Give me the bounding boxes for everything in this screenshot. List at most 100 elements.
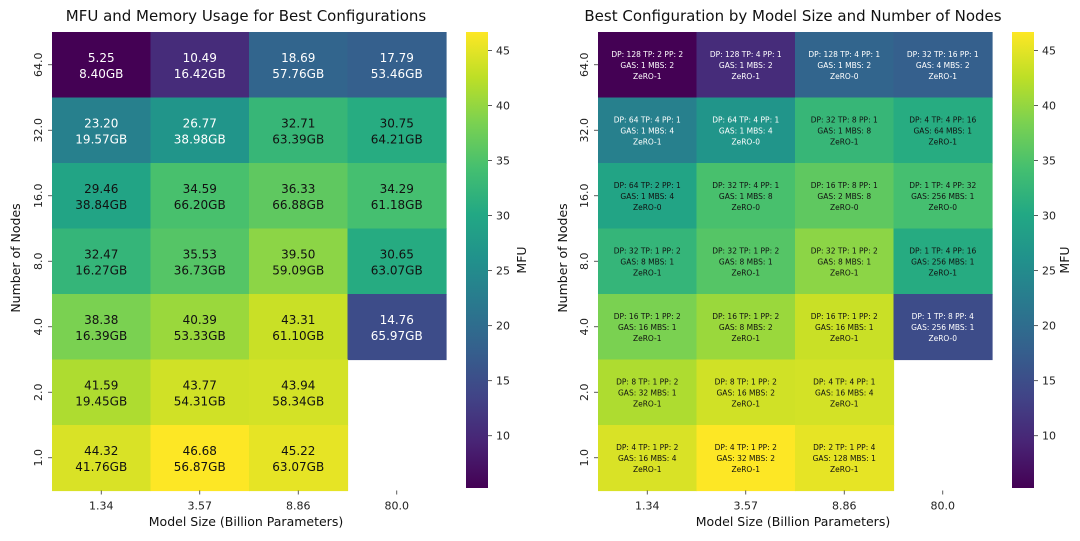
config-text-line: DP: 32 TP: 1 PP: 2 — [712, 246, 779, 255]
left-colorbar — [466, 32, 488, 488]
memory-value-label: 16.42GB — [174, 67, 226, 81]
memory-value-label: 19.57GB — [75, 132, 127, 146]
mfu-value-label: 39.50 — [281, 247, 315, 261]
memory-value-label: 36.73GB — [174, 263, 226, 277]
config-text-line: GAS: 1 MBS: 4 — [620, 192, 674, 201]
x-tick-label: 3.57 — [188, 500, 213, 513]
config-text-line: DP: 16 TP: 1 PP: 2 — [811, 312, 878, 321]
config-text-line: GAS: 1 MBS: 4 — [719, 126, 773, 135]
heatmap-cell — [52, 228, 152, 295]
memory-value-label: 16.39GB — [75, 329, 127, 343]
heatmap-cell — [598, 294, 698, 361]
right-heatmap-cells: DP: 128 TP: 2 PP: 2 GAS: 1 MBS: 2 ZeRO-1 DP… — [598, 32, 993, 492]
colorbar-tick-label: 10 — [1042, 430, 1056, 443]
config-text-line: ZeRO-1 — [633, 137, 662, 146]
colorbar-tick-label: 15 — [496, 375, 510, 388]
mfu-value-label: 43.77 — [183, 378, 217, 392]
heatmap-cell — [347, 294, 447, 361]
config-text-line: GAS: 128 MBS: 1 — [813, 454, 876, 463]
y-tick-label: 16.0 — [578, 184, 591, 209]
mfu-value-label: 32.47 — [84, 247, 118, 261]
heatmap-cell — [150, 425, 250, 492]
heatmap-cell — [347, 32, 447, 99]
heatmap-cell — [150, 32, 250, 99]
mfu-value-label: 34.59 — [183, 182, 217, 196]
heatmap-cell — [249, 228, 349, 295]
config-text-line: DP: 1 TP: 4 PP: 32 — [909, 181, 976, 190]
config-text-line: GAS: 256 MBS: 1 — [911, 323, 974, 332]
config-text-line: DP: 4 TP: 4 PP: 16 — [909, 115, 976, 124]
config-text-line: ZeRO-0 — [731, 203, 760, 212]
config-text-line: DP: 32 TP: 16 PP: 1 — [907, 50, 979, 59]
config-text-line: ZeRO-1 — [830, 268, 859, 277]
y-tick-label: 1.0 — [578, 449, 591, 467]
config-text-line: ZeRO-0 — [830, 203, 859, 212]
heatmap-cell — [795, 163, 895, 230]
config-text-line: DP: 64 TP: 4 PP: 1 — [712, 115, 779, 124]
left-heatmap-panel: MFU and Memory Usage for Best Configurat… — [8, 7, 529, 529]
memory-value-label: 53.46GB — [371, 67, 423, 81]
heatmap-cell — [52, 97, 152, 164]
mfu-value-label: 23.20 — [84, 116, 118, 130]
right-colorbar-label: MFU — [1057, 246, 1072, 273]
memory-value-label: 63.07GB — [272, 460, 324, 474]
config-text-line: DP: 8 TP: 1 PP: 2 — [715, 377, 777, 386]
config-text-line: GAS: 1 MBS: 2 — [817, 61, 871, 70]
heatmap-cell — [249, 32, 349, 99]
colorbar-tick-label: 15 — [1042, 375, 1056, 388]
memory-value-label: 64.21GB — [371, 132, 423, 146]
mfu-value-label: 45.22 — [281, 444, 315, 458]
heatmap-cell — [893, 32, 993, 99]
heatmap-cell — [696, 359, 796, 426]
heatmap-cell — [795, 32, 895, 99]
config-text-line: ZeRO-1 — [830, 465, 859, 474]
left-x-ticks: 1.34 3.57 8.86 80.0 — [89, 490, 409, 513]
memory-value-label: 54.31GB — [174, 394, 226, 408]
config-text-line: GAS: 16 MBS: 4 — [618, 454, 677, 463]
colorbar-tick-label: 40 — [496, 100, 510, 113]
heatmap-cell — [795, 359, 895, 426]
config-text-line: ZeRO-1 — [633, 72, 662, 81]
y-tick-label: 64.0 — [578, 53, 591, 78]
heatmap-cell — [795, 228, 895, 295]
config-text-line: ZeRO-1 — [731, 399, 760, 408]
x-tick-label: 3.57 — [734, 500, 759, 513]
x-tick-label: 80.0 — [931, 500, 956, 513]
config-text-line: GAS: 1 MBS: 8 — [817, 126, 871, 135]
right-x-axis-label: Model Size (Billion Parameters) — [696, 514, 890, 529]
config-text-line: ZeRO-1 — [633, 268, 662, 277]
config-text-line: DP: 16 TP: 8 PP: 1 — [811, 181, 878, 190]
heatmap-cell — [150, 163, 250, 230]
memory-value-label: 53.33GB — [174, 329, 226, 343]
heatmap-cell — [696, 32, 796, 99]
memory-value-label: 61.10GB — [272, 329, 324, 343]
config-text-line: ZeRO-1 — [928, 137, 957, 146]
config-text-line: DP: 16 TP: 1 PP: 2 — [614, 312, 681, 321]
config-text-line: GAS: 256 MBS: 1 — [911, 192, 974, 201]
config-text-line: GAS: 8 MBS: 1 — [719, 257, 773, 266]
config-text-line: DP: 128 TP: 4 PP: 1 — [710, 50, 782, 59]
config-text-line: GAS: 8 MBS: 1 — [817, 257, 871, 266]
mfu-value-label: 43.31 — [281, 313, 315, 327]
config-text-line: GAS: 1 MBS: 2 — [620, 61, 674, 70]
config-text-line: GAS: 1 MBS: 2 — [719, 61, 773, 70]
heatmap-cell — [249, 425, 349, 492]
config-text-line: ZeRO-0 — [633, 203, 662, 212]
left-chart-title: MFU and Memory Usage for Best Configurat… — [66, 7, 427, 25]
config-text-line: GAS: 1 MBS: 4 — [620, 126, 674, 135]
mfu-value-label: 32.71 — [281, 116, 315, 130]
y-tick-label: 8.0 — [32, 253, 45, 271]
config-text-line: ZeRO-1 — [928, 72, 957, 81]
mfu-value-label: 36.33 — [281, 182, 315, 196]
memory-value-label: 56.87GB — [174, 460, 226, 474]
y-tick-label: 32.0 — [32, 118, 45, 143]
config-text-line: DP: 4 TP: 1 PP: 2 — [715, 443, 777, 452]
memory-value-label: 41.76GB — [75, 460, 127, 474]
mfu-value-label: 26.77 — [183, 116, 217, 130]
x-tick-label: 8.86 — [286, 500, 311, 513]
colorbar-tick-label: 35 — [1042, 155, 1056, 168]
config-text-line: GAS: 1 MBS: 8 — [719, 192, 773, 201]
config-text-line: ZeRO-0 — [830, 72, 859, 81]
y-tick-label: 16.0 — [32, 184, 45, 209]
y-tick-label: 64.0 — [32, 53, 45, 78]
